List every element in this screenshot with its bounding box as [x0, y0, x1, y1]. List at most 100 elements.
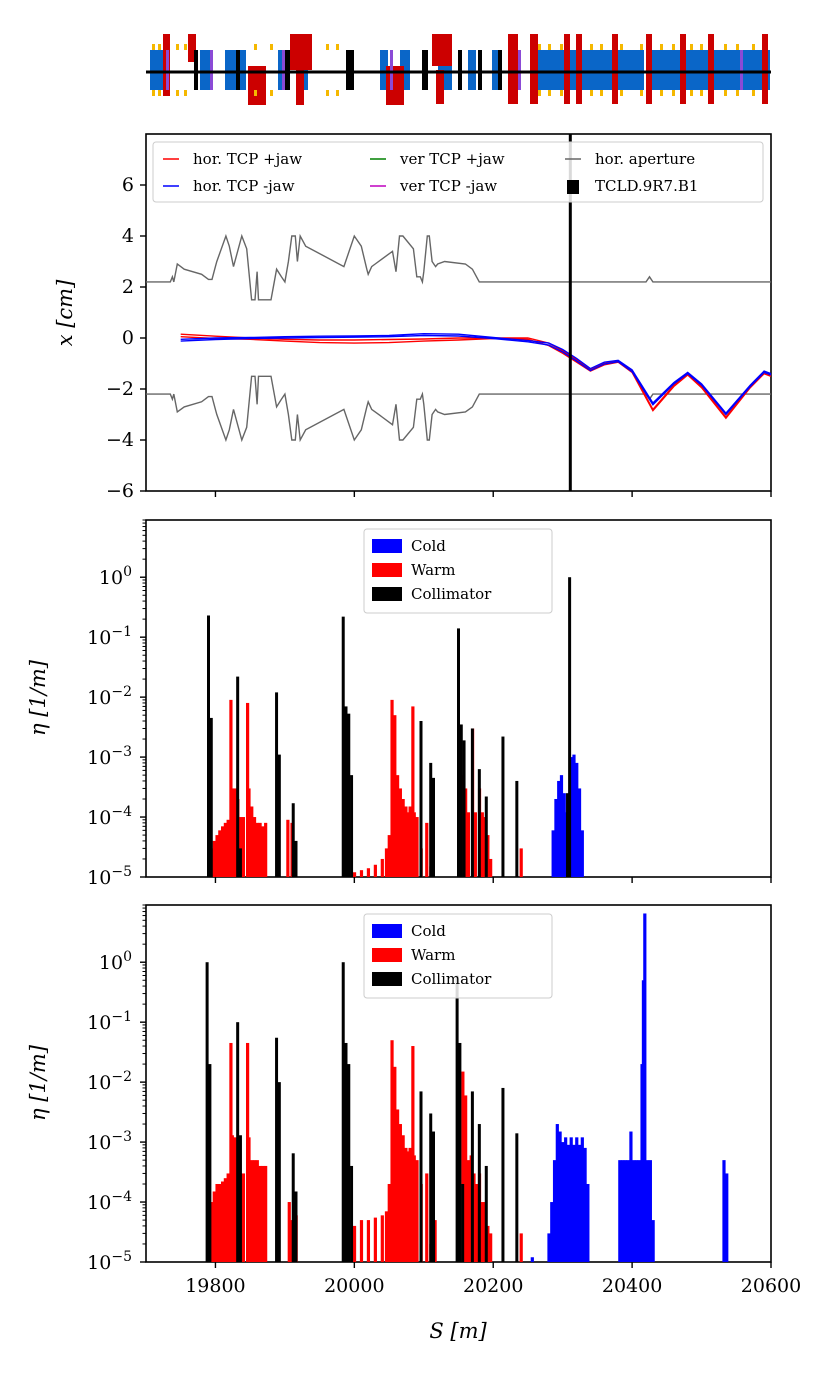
warm-bar [396, 775, 400, 877]
orbit-line-aperture-upper [146, 233, 771, 301]
cold-bar [632, 1160, 636, 1262]
legend-swatch [372, 924, 402, 938]
sextupole-block [672, 90, 675, 96]
tick-base: 10 [87, 1132, 111, 1154]
collimator-bar [291, 1153, 295, 1262]
collimator-bar [294, 840, 298, 877]
cold-bar [577, 1144, 582, 1262]
warm-bar [433, 1220, 437, 1262]
collimator-bar [462, 740, 466, 877]
warm-bar [398, 1124, 402, 1262]
warm-bar [252, 817, 257, 877]
sextupole-block [270, 44, 273, 50]
tick-exponent: −3 [111, 744, 132, 760]
legend-swatch [372, 587, 402, 601]
sextupole-block [560, 90, 563, 96]
legend-swatch [372, 948, 402, 962]
corrector-block [740, 50, 743, 90]
warm-bar [411, 706, 415, 877]
cold-bar [547, 1233, 551, 1262]
warm-bar [258, 1165, 262, 1262]
collimator-bar [236, 676, 240, 877]
collimator-bar [429, 1113, 433, 1262]
x-tick-label: 20200 [463, 1275, 523, 1297]
warm-bar [250, 1160, 254, 1262]
warm-bar [218, 1183, 222, 1262]
warm-bar [233, 788, 237, 877]
sextupole-block [672, 44, 675, 50]
cold-bar [569, 1137, 573, 1262]
cold-bar [558, 1131, 562, 1262]
tick-exponent: −4 [111, 1189, 132, 1205]
sextupole-block [176, 44, 179, 50]
warm-bar [261, 826, 265, 877]
legend-swatch [372, 972, 402, 986]
collimator-bar [461, 1183, 465, 1262]
quadrupole-block [646, 34, 652, 104]
dipole-block [468, 50, 476, 90]
cold-bar [643, 913, 647, 1262]
warm-bar [384, 1211, 389, 1262]
warm-bar [486, 835, 490, 877]
orbit-series [146, 233, 772, 443]
collimator-bar [277, 754, 281, 877]
orbit-legend-frame [152, 141, 764, 203]
sextupole-block [724, 90, 727, 96]
warm-bar [519, 1233, 523, 1262]
sextupole-block [158, 44, 161, 50]
collimator-bar [347, 713, 351, 877]
warm-bar [401, 798, 405, 877]
quadrupole-block [708, 34, 714, 104]
warm-bar [212, 840, 216, 877]
warm-bar [252, 1160, 257, 1262]
collimator-block [236, 50, 240, 90]
lossmap-2-ylabel: η [1/m] [26, 1044, 50, 1121]
warm-bar [373, 1217, 377, 1262]
warm-bar [461, 1071, 465, 1262]
cold-bar [569, 757, 573, 877]
warm-bar [466, 1160, 471, 1262]
collimator-bar [477, 1124, 481, 1262]
quadrupole-block [564, 34, 570, 104]
cold-bar [575, 1137, 579, 1262]
collimator-bar [568, 577, 572, 877]
cold-bar [580, 830, 584, 877]
tick-base: 10 [87, 627, 111, 649]
tick-exponent: −5 [111, 864, 132, 880]
warm-bar [286, 819, 290, 877]
warm-bar [425, 822, 429, 877]
dipole-block [535, 50, 592, 90]
dipole-block [720, 50, 770, 90]
collimator-bar [238, 1135, 242, 1262]
y-tick-label: 10−5 [87, 1249, 132, 1274]
sextupole-block [640, 90, 643, 96]
warm-bar [466, 812, 471, 877]
warm-bar [480, 1202, 484, 1262]
legend-frame [363, 528, 553, 614]
collimator-bar [432, 1131, 435, 1262]
collimator-bar [277, 1082, 281, 1262]
warm-bar [230, 1135, 234, 1262]
cold-bar [566, 1144, 571, 1262]
warm-bar [519, 848, 523, 877]
quadrupole-block [188, 34, 196, 62]
collimator-bar [470, 728, 474, 877]
quadrupole-block [432, 34, 452, 66]
legend-label: Cold [411, 922, 446, 940]
x-tick-label: 20000 [324, 1275, 384, 1297]
collimator-bar [484, 1165, 488, 1262]
y-tick-label: 10−1 [87, 624, 132, 649]
quadrupole-block [680, 34, 686, 104]
quadrupole-block [762, 34, 768, 104]
warm-bar [287, 1202, 291, 1262]
warm-bar [250, 806, 254, 877]
sextupole-block [600, 90, 603, 96]
cold-bar [648, 1160, 652, 1262]
cold-bar [564, 1137, 568, 1262]
legend-frame [363, 913, 553, 999]
y-tick-label: −6 [106, 480, 134, 502]
collimator-bar [457, 628, 460, 877]
sextupole-block [690, 44, 693, 50]
